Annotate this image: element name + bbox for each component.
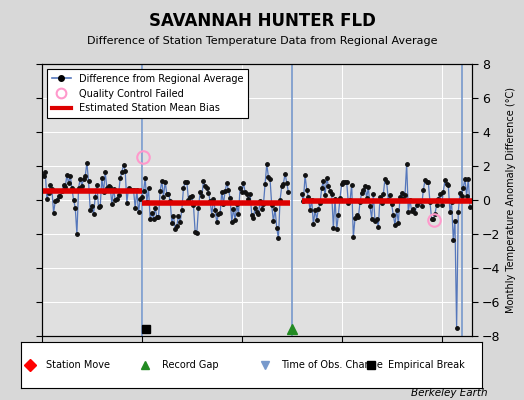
Legend: Difference from Regional Average, Quality Control Failed, Estimated Station Mean: Difference from Regional Average, Qualit… <box>47 69 248 118</box>
Text: Record Gap: Record Gap <box>161 360 218 370</box>
Text: Time of Obs. Change: Time of Obs. Change <box>281 360 384 370</box>
Text: Difference of Station Temperature Data from Regional Average: Difference of Station Temperature Data f… <box>87 36 437 46</box>
Y-axis label: Monthly Temperature Anomaly Difference (°C): Monthly Temperature Anomaly Difference (… <box>506 87 516 313</box>
Text: Berkeley Earth: Berkeley Earth <box>411 388 487 398</box>
Text: Station Move: Station Move <box>46 360 111 370</box>
Text: SAVANNAH HUNTER FLD: SAVANNAH HUNTER FLD <box>149 12 375 30</box>
Text: Empirical Break: Empirical Break <box>388 360 464 370</box>
